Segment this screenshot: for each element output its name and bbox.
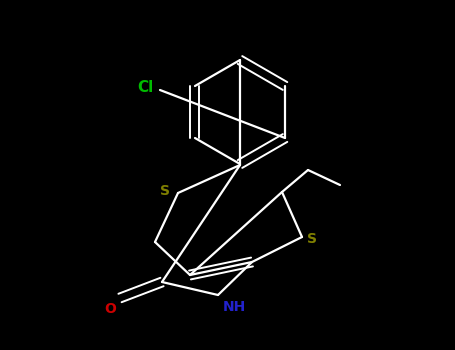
Text: S: S [307, 232, 317, 246]
Text: NH: NH [223, 300, 246, 314]
Text: S: S [160, 184, 170, 198]
Text: Cl: Cl [138, 79, 154, 94]
Text: O: O [104, 302, 116, 316]
